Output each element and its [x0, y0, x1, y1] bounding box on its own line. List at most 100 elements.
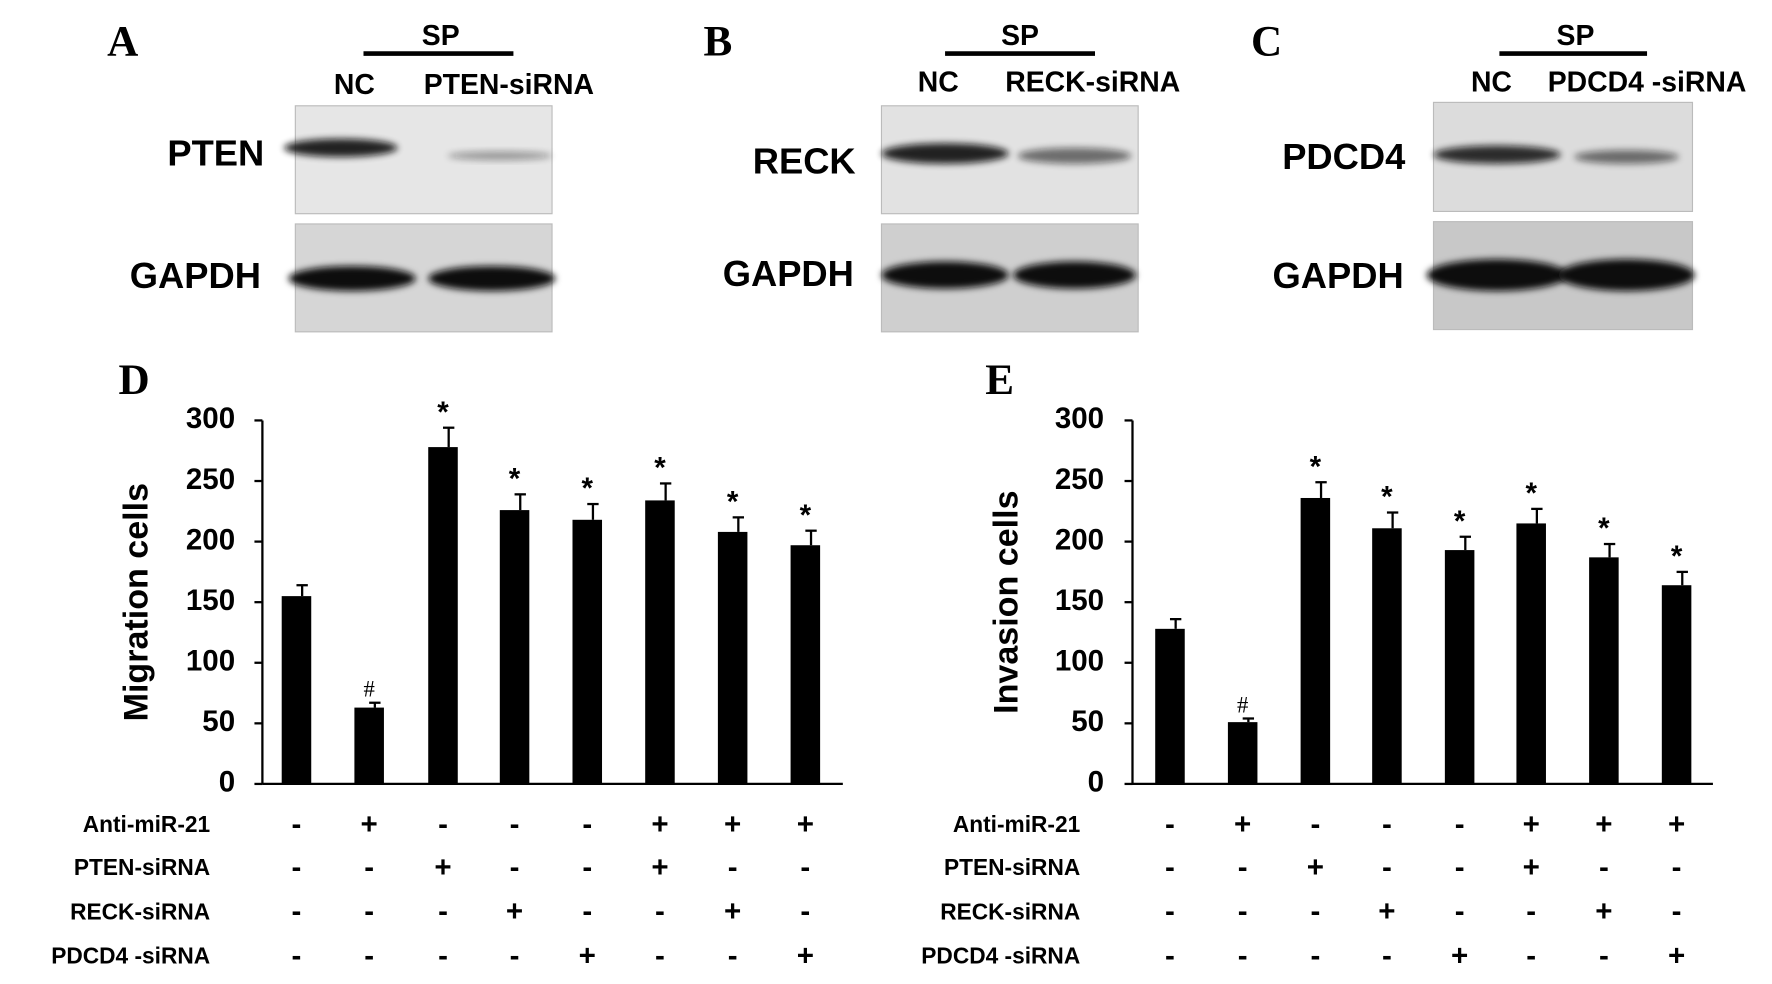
bar	[428, 447, 458, 784]
condition-sign: +	[1307, 851, 1324, 884]
significance-mark: *	[1310, 450, 1322, 483]
bar	[1661, 585, 1692, 784]
condition-name: RECK-siRNA	[940, 898, 1080, 924]
condition-sign: +	[434, 851, 451, 884]
condition-sign: -	[438, 895, 448, 928]
y-axis-label: Migration cells	[118, 483, 156, 721]
blot-band	[1013, 261, 1136, 289]
blot-band	[447, 151, 553, 161]
condition-sign: -	[1599, 940, 1609, 973]
row-label: PTEN	[167, 132, 264, 173]
condition-sign: -	[1382, 940, 1392, 973]
condition-name: Anti-miR-21	[83, 811, 210, 837]
condition-sign: -	[510, 808, 520, 841]
bar	[572, 519, 603, 784]
panel-letter: E	[985, 357, 1014, 404]
y-tick-label: 150	[186, 584, 235, 617]
condition-sign: -	[510, 940, 520, 973]
panel-letter: A	[107, 18, 138, 65]
condition-sign: -	[1310, 940, 1320, 973]
condition-sign: +	[1523, 808, 1540, 841]
condition-sign: -	[582, 851, 592, 884]
group-label: SP	[1557, 20, 1595, 52]
condition-sign: -	[1455, 895, 1465, 928]
significance-mark: *	[1525, 477, 1537, 510]
significance-mark: *	[582, 472, 594, 505]
significance-mark: *	[654, 452, 666, 485]
y-tick-label: 100	[1055, 645, 1104, 678]
condition-sign: -	[1382, 808, 1392, 841]
blot-band	[428, 265, 556, 291]
condition-sign: -	[1165, 895, 1175, 928]
panel-letter: C	[1251, 18, 1282, 65]
lane-label: NC	[918, 67, 959, 99]
y-tick-label: 250	[186, 463, 235, 496]
condition-sign: -	[1672, 895, 1682, 928]
condition-sign: -	[364, 940, 374, 973]
y-tick-label: 150	[1055, 584, 1104, 617]
bar	[645, 500, 675, 784]
y-tick-label: 200	[1055, 523, 1104, 556]
condition-sign: -	[292, 940, 302, 973]
bar	[1444, 550, 1475, 784]
y-tick-label: 0	[1088, 766, 1104, 799]
group-label: SP	[422, 20, 460, 52]
condition-name: RECK-siRNA	[70, 898, 210, 924]
bar	[790, 545, 821, 784]
bar	[717, 531, 748, 784]
condition-sign: -	[438, 940, 448, 973]
y-tick-label: 200	[186, 523, 235, 556]
condition-sign: -	[1526, 940, 1536, 973]
row-label: PDCD4	[1282, 136, 1406, 177]
bar	[1516, 523, 1546, 784]
condition-sign: +	[1668, 940, 1685, 973]
condition-sign: -	[1382, 851, 1392, 884]
y-tick-label: 100	[186, 645, 235, 678]
condition-sign: -	[438, 808, 448, 841]
condition-sign: +	[579, 940, 596, 973]
bar	[1227, 722, 1258, 784]
significance-mark: *	[1671, 540, 1683, 573]
condition-sign: -	[1310, 808, 1320, 841]
condition-sign: +	[361, 808, 378, 841]
y-tick-label: 50	[1071, 705, 1104, 738]
row-label: GAPDH	[130, 255, 261, 296]
significance-mark: *	[727, 486, 739, 519]
blot-band	[1558, 259, 1695, 291]
condition-sign: +	[724, 895, 741, 928]
row-label: GAPDH	[1272, 255, 1403, 296]
condition-sign: -	[1165, 851, 1175, 884]
condition-sign: -	[1165, 808, 1175, 841]
condition-sign: -	[1238, 851, 1248, 884]
panel-letter: B	[703, 18, 732, 65]
row-label: RECK	[753, 140, 856, 181]
condition-sign: -	[728, 851, 738, 884]
significance-mark: *	[509, 463, 521, 496]
condition-sign: -	[1599, 851, 1609, 884]
blot-band	[1426, 259, 1568, 291]
panel-letter: D	[118, 357, 149, 404]
condition-sign: +	[1378, 895, 1395, 928]
condition-sign: +	[1234, 808, 1251, 841]
condition-sign: +	[651, 808, 668, 841]
lane-label: PTEN-siRNA	[424, 69, 594, 101]
bar	[1372, 528, 1402, 784]
bar	[1155, 628, 1185, 784]
condition-sign: -	[800, 851, 810, 884]
condition-sign: -	[1310, 895, 1320, 928]
significance-mark: *	[1598, 512, 1610, 545]
condition-sign: -	[1165, 940, 1175, 973]
condition-sign: -	[582, 895, 592, 928]
blot-band	[1017, 147, 1132, 164]
condition-sign: -	[582, 808, 592, 841]
condition-sign: +	[1595, 808, 1612, 841]
significance-mark: *	[1381, 481, 1393, 514]
blot-band	[283, 138, 398, 157]
lane-label: PDCD4 -siRNA	[1548, 67, 1747, 99]
blot-band	[881, 143, 1009, 164]
condition-sign: +	[724, 808, 741, 841]
y-tick-label: 300	[1055, 402, 1104, 435]
y-tick-label: 250	[1055, 463, 1104, 496]
